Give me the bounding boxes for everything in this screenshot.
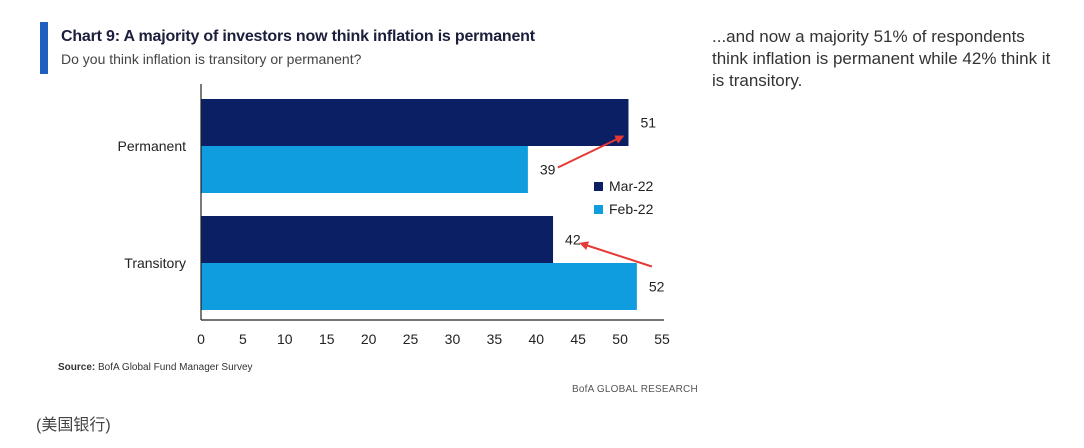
bar-permanent-mar-22 [201,99,629,146]
x-tick-label: 0 [197,331,205,347]
image-caption: (美国银行) [36,417,111,434]
category-label-permanent: Permanent [118,138,187,154]
title-accent-bar [40,22,48,74]
brand-label: BofA GLOBAL RESEARCH [572,384,698,395]
bar-permanent-feb-22 [201,146,528,193]
x-tick-label: 30 [445,331,461,347]
x-tick-label: 15 [319,331,335,347]
x-tick-label: 40 [528,331,544,347]
arrow-permanent [557,135,625,169]
chart-subtitle: Do you think inflation is transitory or … [61,51,362,67]
data-label-permanent-mar-22: 51 [640,115,656,131]
commentary-text: ...and now a majority 51% of respondents… [712,27,1051,90]
legend-label-feb-22: Feb-22 [609,201,654,217]
x-tick-label: 50 [612,331,628,347]
legend-swatch-feb-22 [594,205,603,214]
x-tick-label: 45 [570,331,586,347]
legend-label-mar-22: Mar-22 [609,178,654,194]
data-label-permanent-feb-22: 39 [540,162,556,178]
chart-title: Chart 9: A majority of investors now thi… [61,28,535,45]
x-tick-label: 20 [361,331,377,347]
x-tick-label: 10 [277,331,293,347]
category-label-transitory: Transitory [124,255,186,271]
data-label-transitory-feb-22: 52 [649,279,665,295]
bar-transitory-feb-22 [201,263,637,310]
x-tick-label: 5 [239,331,247,347]
data-label-transitory-mar-22: 42 [565,232,581,248]
x-tick-label: 55 [654,331,670,347]
bar-transitory-mar-22 [201,216,554,263]
arrow-transitory [579,241,653,268]
x-tick-label: 35 [487,331,503,347]
legend-swatch-mar-22 [594,182,603,191]
source-note: Source: BofA Global Fund Manager Survey [58,362,253,373]
x-tick-label: 25 [403,331,419,347]
